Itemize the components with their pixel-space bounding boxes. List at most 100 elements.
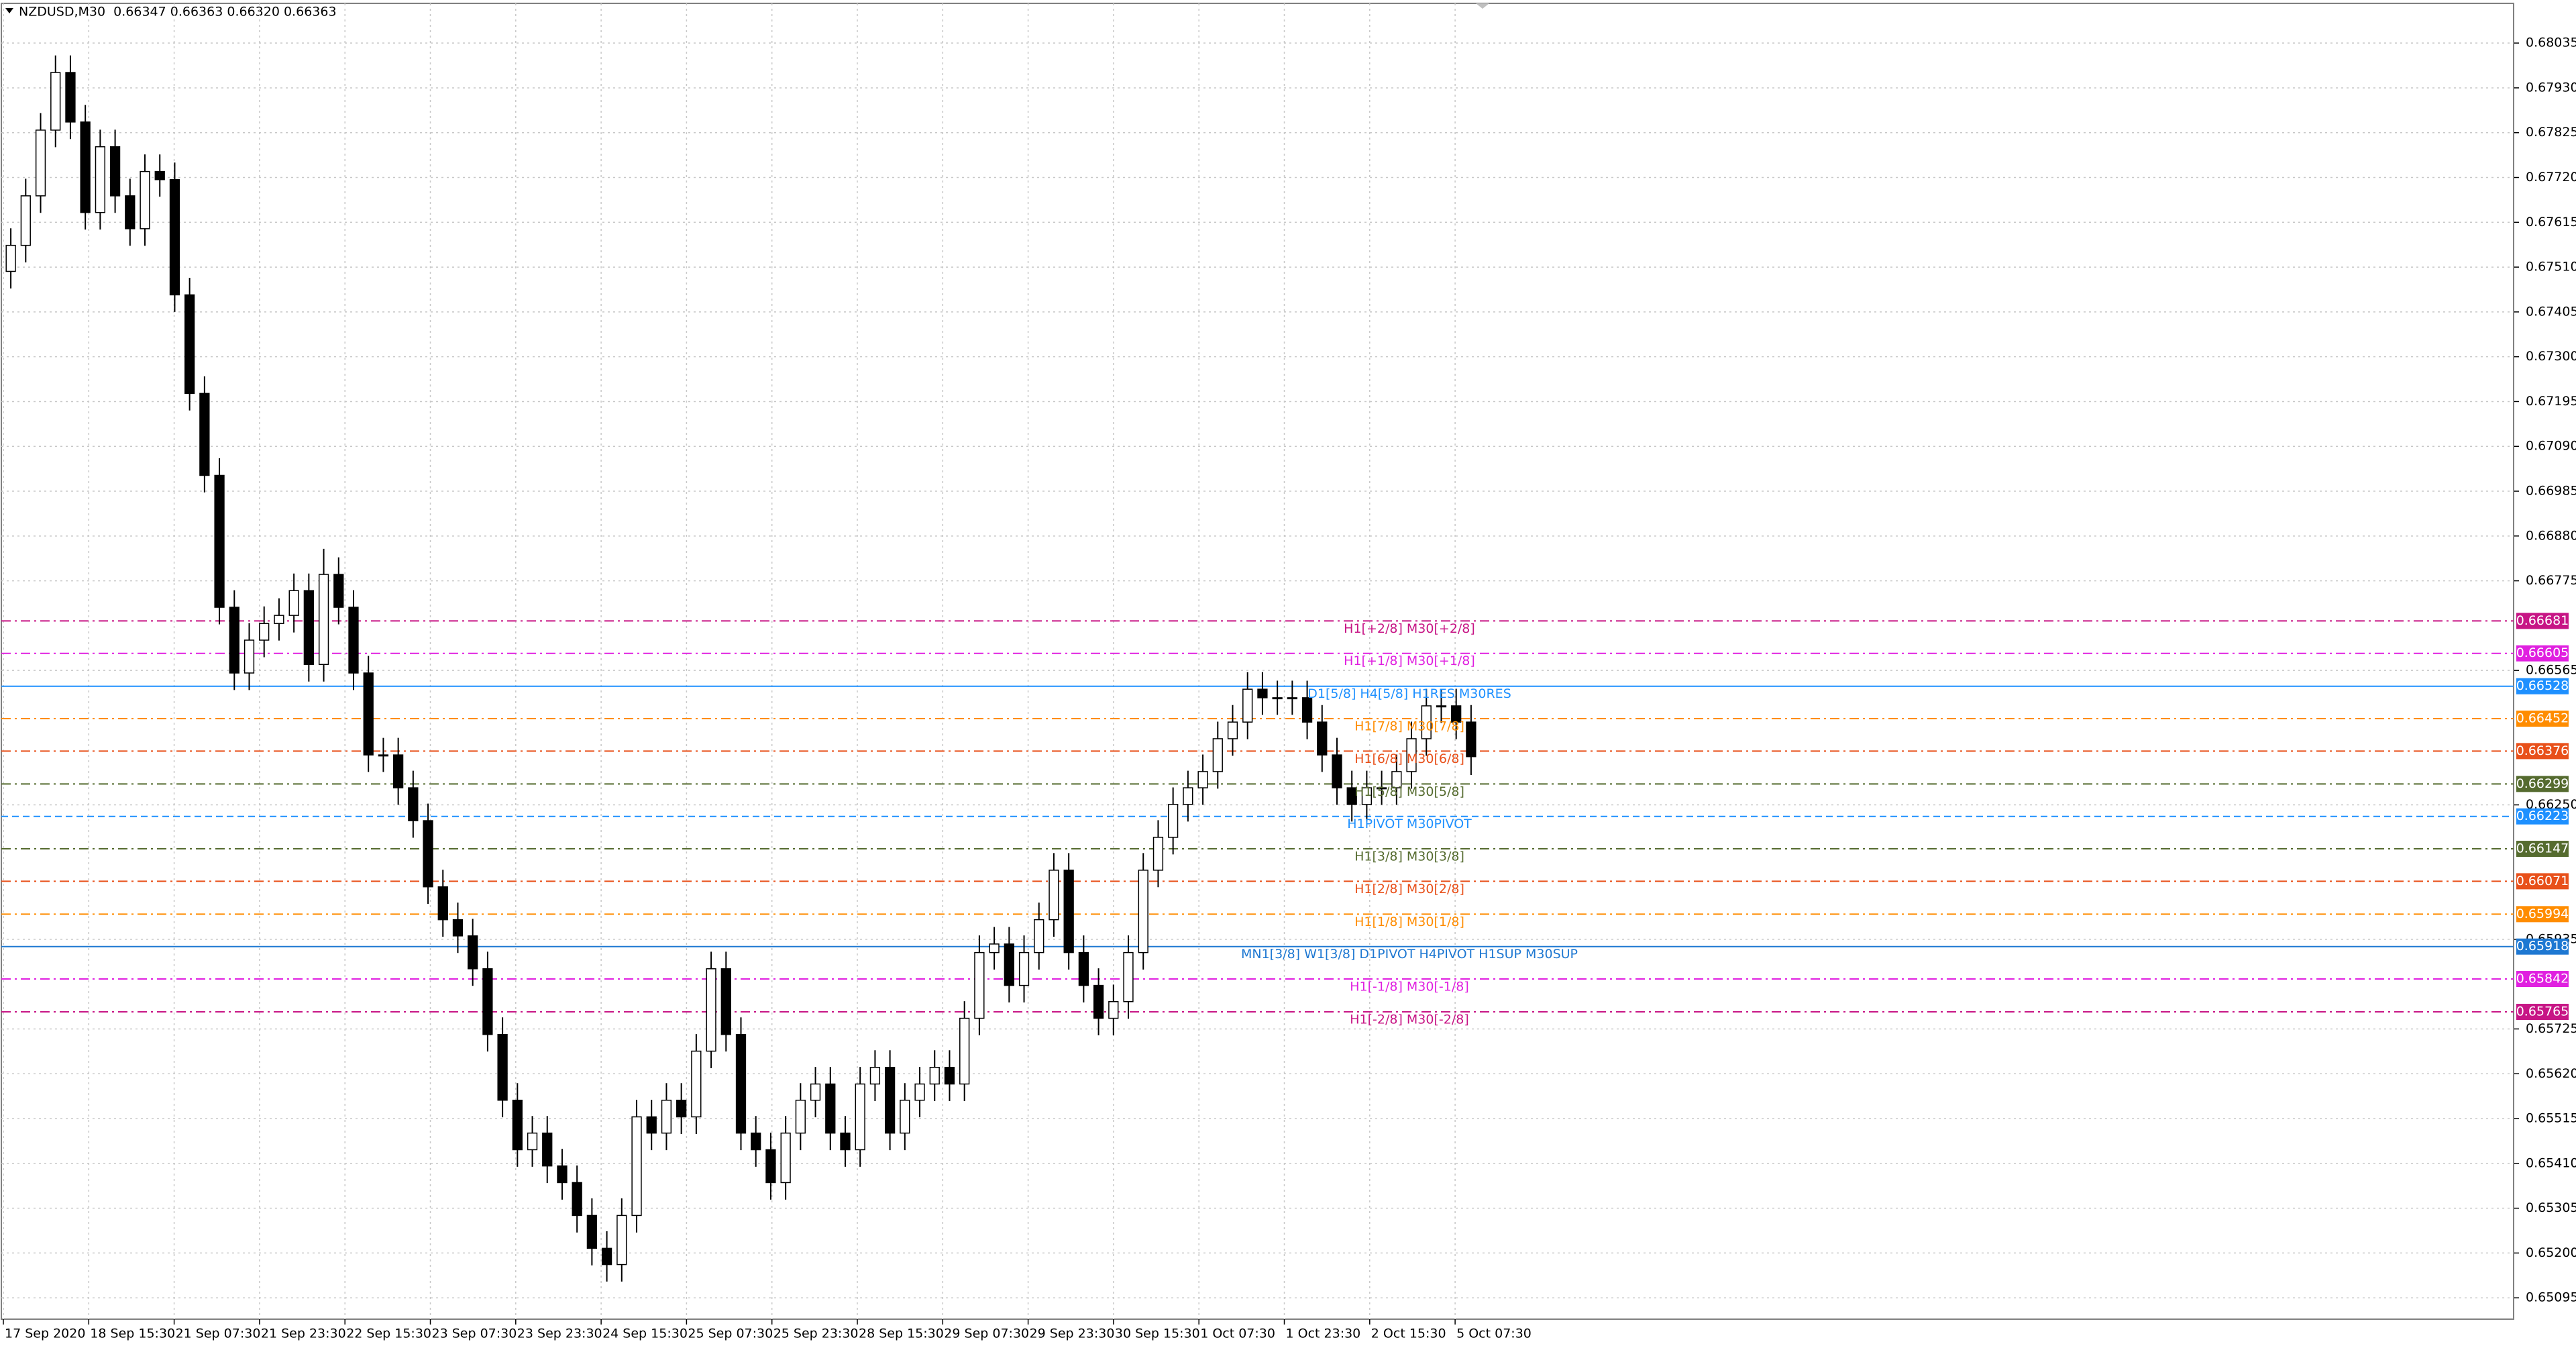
candle-body <box>437 886 448 921</box>
price-tag-label: 0.66071 <box>2516 874 2569 888</box>
candle-body <box>557 1165 568 1184</box>
y-tick-label: 0.67195 <box>2526 394 2576 409</box>
candle-body <box>140 170 150 229</box>
y-tick-label: 0.65095 <box>2526 1290 2576 1305</box>
candle-body <box>125 195 136 229</box>
candle-body <box>512 1099 523 1151</box>
candle-body <box>929 1066 940 1085</box>
candle-body <box>691 1050 702 1118</box>
candle-body <box>199 393 210 476</box>
candle-body <box>318 574 329 666</box>
candle-body <box>303 590 314 666</box>
level-label: H1[5/8] M30[5/8] <box>1354 784 1464 799</box>
candle-body <box>65 72 76 123</box>
candle-body <box>1049 870 1059 921</box>
candle-body <box>80 121 91 213</box>
x-tick-label: 1 Oct 07:30 <box>1200 1327 1275 1341</box>
candle-body <box>1212 738 1223 772</box>
candle-body <box>825 1083 836 1134</box>
price-tag <box>2516 1004 2569 1021</box>
y-tick-label: 0.65515 <box>2526 1111 2576 1126</box>
candle-body <box>601 1247 612 1265</box>
candle-body <box>274 615 284 624</box>
price-tag-label: 0.65918 <box>2516 939 2569 953</box>
price-tag <box>2516 613 2569 629</box>
candle-body <box>154 170 165 180</box>
candle-body <box>751 1132 761 1151</box>
candle-body <box>423 820 433 888</box>
price-tag-label: 0.66223 <box>2516 809 2569 823</box>
price-tag-label: 0.65842 <box>2516 972 2569 986</box>
x-tick-label: 18 Sep 15:30 <box>90 1327 175 1341</box>
candle-body <box>1138 870 1148 953</box>
candle-body <box>482 968 493 1035</box>
candle-body <box>959 1017 970 1085</box>
x-tick-label: 2 Oct 15:30 <box>1371 1327 1446 1341</box>
candle-body <box>1227 721 1238 739</box>
candle-body <box>616 1214 627 1265</box>
level-label: H1[2/8] M30[2/8] <box>1354 882 1464 896</box>
candle-body <box>1301 697 1313 723</box>
candle-body <box>914 1083 925 1101</box>
y-tick-label: 0.67510 <box>2526 260 2576 274</box>
price-tag <box>2516 906 2569 923</box>
level-label: H1[+2/8] M30[+2/8] <box>1344 621 1475 636</box>
candle-body <box>974 951 985 1019</box>
y-tick-label: 0.65410 <box>2526 1155 2576 1170</box>
level-label: H1[6/8] M30[6/8] <box>1354 752 1464 766</box>
candle-body <box>468 935 478 970</box>
candle-body <box>795 1099 806 1134</box>
y-tick-label: 0.65200 <box>2526 1245 2576 1260</box>
candle-body <box>244 639 255 674</box>
candle-body <box>1168 804 1179 838</box>
candle-body <box>5 244 16 272</box>
level-label: H1[7/8] M30[7/8] <box>1354 719 1464 734</box>
price-tag <box>2516 711 2569 727</box>
candle-body <box>288 590 299 616</box>
candle-body <box>214 474 225 608</box>
price-tag <box>2516 776 2569 792</box>
candle-body <box>706 968 716 1052</box>
y-tick-label: 0.67300 <box>2526 349 2576 364</box>
price-tag-label: 0.65765 <box>2516 1004 2569 1019</box>
y-tick-label: 0.66250 <box>2526 797 2576 812</box>
candle-body <box>586 1214 598 1249</box>
candle-body <box>95 146 106 213</box>
candle-body <box>35 130 46 197</box>
shift-marker <box>1476 3 1489 9</box>
candle-body <box>1152 837 1164 871</box>
candle-body <box>392 754 404 788</box>
candle-body <box>572 1182 582 1216</box>
candle-body <box>1078 951 1089 986</box>
y-tick-label: 0.66985 <box>2526 484 2576 499</box>
x-tick-label: 29 Sep 23:30 <box>1030 1327 1115 1341</box>
candle-body <box>676 1099 687 1118</box>
candle-body <box>527 1132 538 1151</box>
x-tick-label: 30 Sep 15:30 <box>1115 1327 1200 1341</box>
x-tick-label: 22 Sep 15:30 <box>346 1327 431 1341</box>
candle-body <box>855 1083 865 1151</box>
x-tick-label: 21 Sep 23:30 <box>261 1327 346 1341</box>
price-tag <box>2516 841 2569 858</box>
candle-body <box>1123 951 1134 1002</box>
candle-body <box>1317 721 1328 756</box>
y-tick-label: 0.66565 <box>2526 663 2576 678</box>
candle-body <box>1063 870 1074 953</box>
price-tag <box>2516 938 2569 955</box>
candle-body <box>869 1066 881 1085</box>
menu-triangle[interactable] <box>5 8 13 13</box>
x-tick-label: 23 Sep 07:30 <box>432 1327 517 1341</box>
candle-body <box>1361 787 1373 805</box>
candle-body <box>452 919 464 937</box>
price-tag-label: 0.66299 <box>2516 776 2569 791</box>
candle-body <box>333 574 344 608</box>
candle-body <box>1093 984 1104 1019</box>
candle-body <box>631 1116 642 1216</box>
x-tick-label: 29 Sep 07:30 <box>944 1327 1029 1341</box>
y-tick-label: 0.67930 <box>2526 80 2576 95</box>
candle-body <box>661 1099 672 1134</box>
y-tick-label: 0.65620 <box>2526 1066 2576 1081</box>
candle-body <box>1391 771 1402 788</box>
